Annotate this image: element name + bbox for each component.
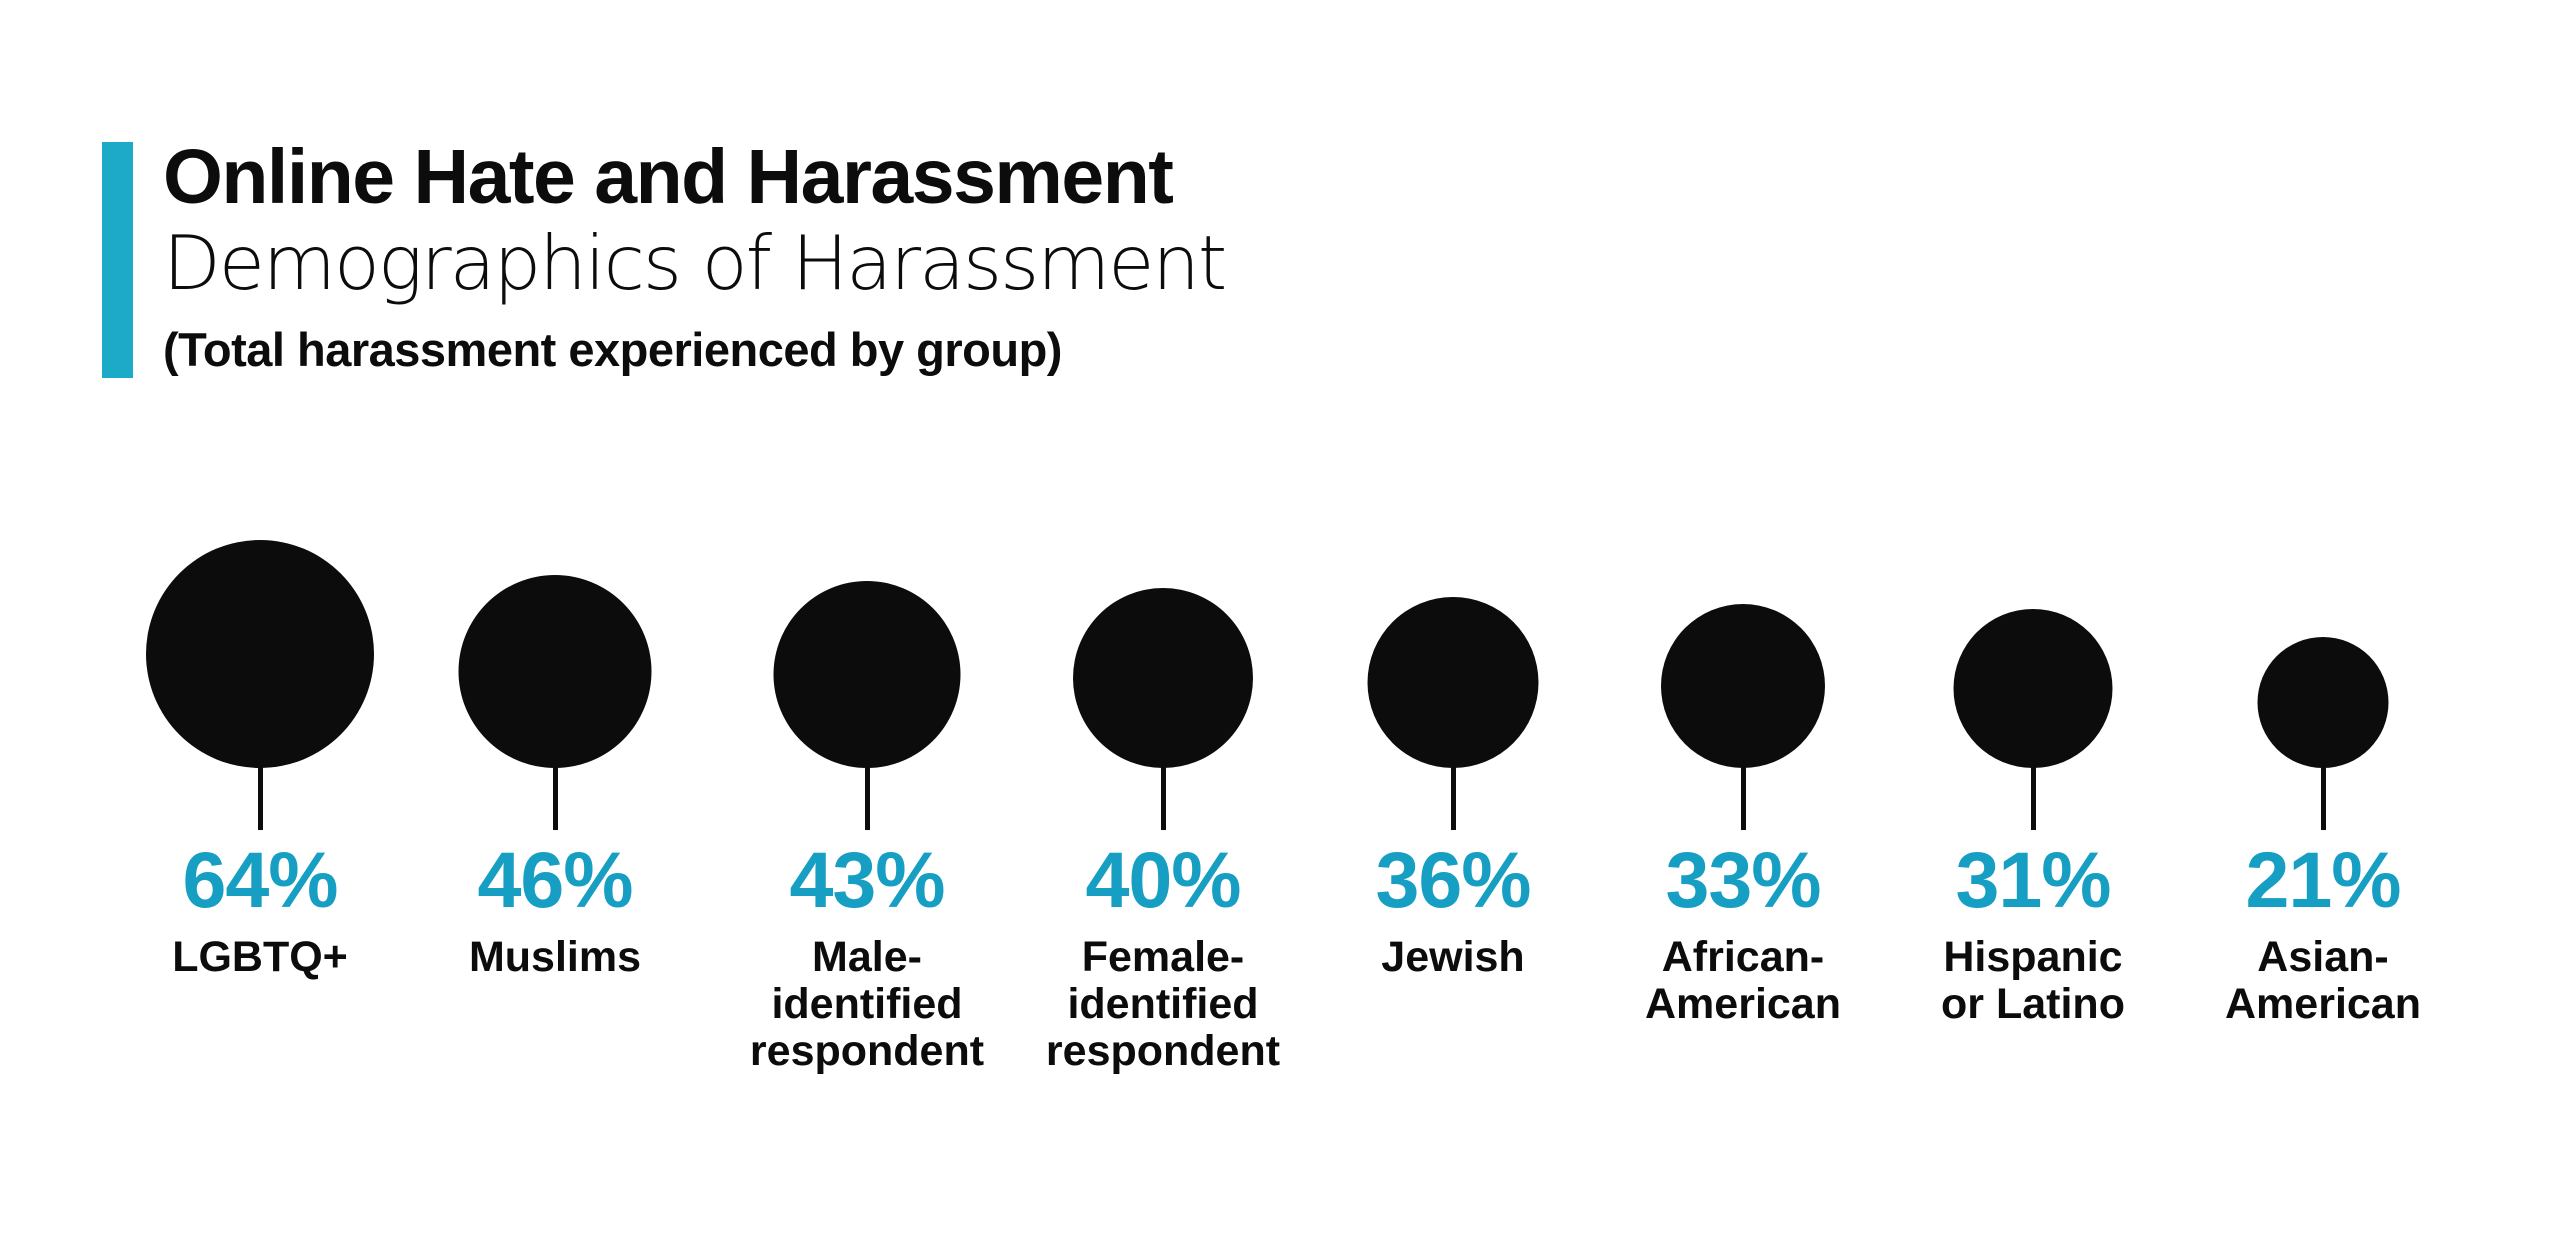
group-label-line: American xyxy=(2225,980,2421,1028)
bubble-circle xyxy=(1367,597,1539,768)
bubble-circle xyxy=(146,540,374,768)
bubble-circle xyxy=(2257,637,2389,768)
chart-title: Online Hate and Harassment xyxy=(163,134,1174,220)
group-label-line: identified xyxy=(771,980,963,1028)
group-label-line: Jewish xyxy=(1381,933,1525,981)
percent-value: 46% xyxy=(477,835,633,924)
percent-value: 43% xyxy=(789,835,945,924)
group-label-line: African- xyxy=(1661,933,1825,981)
bubble-circle xyxy=(1661,604,1825,768)
group-label-line: respondent xyxy=(749,1027,985,1075)
group-label-line: Muslims xyxy=(468,933,642,981)
percent-value: 33% xyxy=(1665,835,1821,924)
percent-value: 64% xyxy=(182,835,338,924)
group-label: Female-identified respondent xyxy=(1046,934,1280,1075)
bubble-stem xyxy=(2030,760,2036,830)
group-label-line: Hispanic xyxy=(1943,933,2123,981)
group-label-line: Female- xyxy=(1081,933,1245,981)
bubble-stem xyxy=(552,760,558,830)
title-accent-bar xyxy=(102,142,133,378)
bubble-stem xyxy=(1160,760,1166,830)
percent-value: 21% xyxy=(2245,835,2401,924)
percent-value: 40% xyxy=(1085,835,1241,924)
bubble-circle xyxy=(458,575,652,768)
bubble-stem xyxy=(864,760,870,830)
group-label: LGBTQ+ xyxy=(172,934,348,981)
bubble-circle xyxy=(773,581,961,768)
chart-subtitle: Demographics of Harassment xyxy=(163,219,1227,307)
percent-value: 36% xyxy=(1375,835,1531,924)
group-label-line: Male- xyxy=(812,933,922,981)
group-label: African- American xyxy=(1645,934,1841,1028)
group-label: Asian- American xyxy=(2225,934,2421,1028)
percent-value: 31% xyxy=(1955,835,2111,924)
group-label-line: respondent xyxy=(1045,1027,1281,1075)
group-label-line: identified xyxy=(1067,980,1259,1028)
bubble-stem xyxy=(1740,760,1746,830)
group-label: Hispanic or Latino xyxy=(1941,934,2125,1028)
group-label: Jewish xyxy=(1381,934,1524,981)
bubble-stem xyxy=(257,760,263,830)
group-label-line: American xyxy=(1645,980,1841,1028)
bubble-circle xyxy=(1073,588,1253,768)
bubble-circle xyxy=(1953,609,2113,768)
bubble-stem xyxy=(1450,760,1456,830)
group-label: Male-identified respondent xyxy=(750,934,984,1075)
group-label: Muslims xyxy=(469,934,641,981)
group-label-line: Asian- xyxy=(2257,933,2389,981)
bubble-stem xyxy=(2320,760,2326,830)
group-label-line: LGBTQ+ xyxy=(172,933,348,981)
group-label-line: or Latino xyxy=(1941,980,2125,1028)
chart-note: (Total harassment experienced by group) xyxy=(163,323,1062,376)
